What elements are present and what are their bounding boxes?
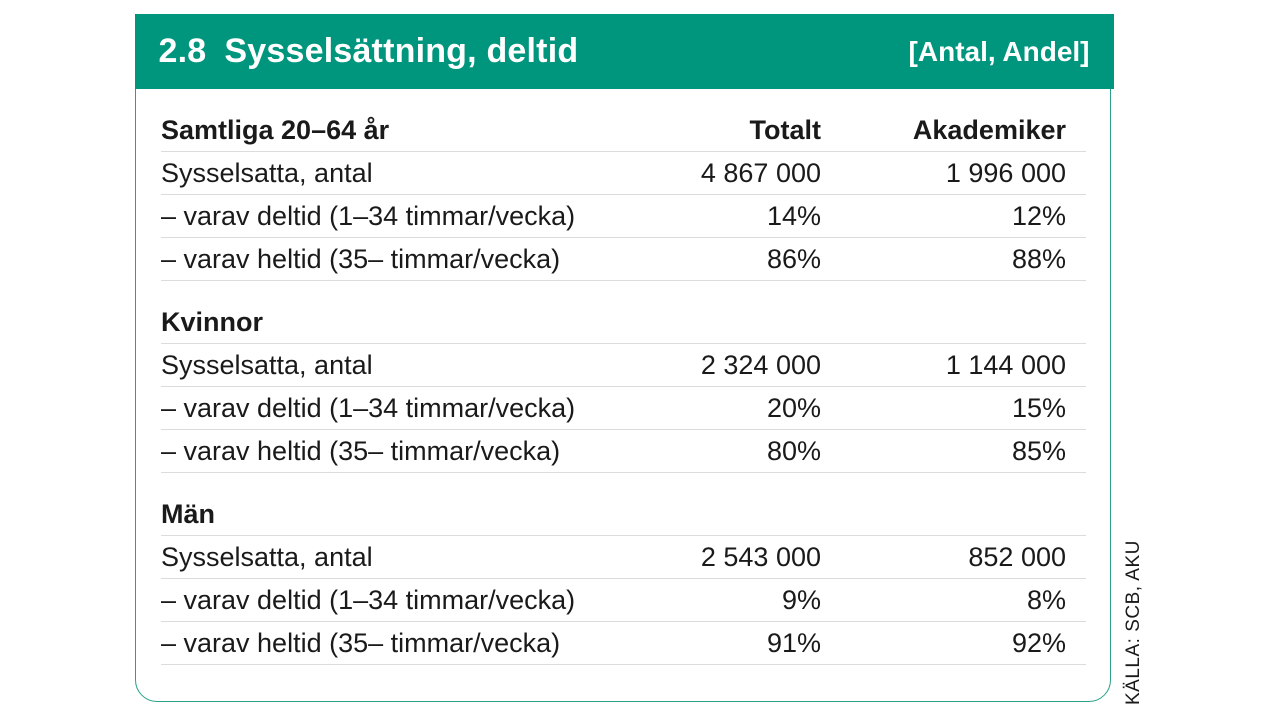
table-row: Sysselsatta, antal 2 324 000 1 144 000 (161, 344, 1086, 387)
row-label: Sysselsatta, antal (161, 157, 373, 188)
cell-akademiker: 1 144 000 (945, 349, 1066, 380)
cell-totalt: 80% (766, 435, 821, 466)
table-card: 2.8 Sysselsättning, deltid [Antal, Andel]… (134, 13, 1114, 702)
cell-totalt: 2 324 000 (700, 349, 821, 380)
row-label: – varav deltid (1–34 timmar/vecka) (161, 584, 576, 615)
row-label: – varav deltid (1–34 timmar/vecka) (161, 200, 576, 231)
column-header-akademiker: Akademiker (912, 114, 1066, 145)
source-note: KÄLLA: SCB, AKU (1123, 540, 1144, 705)
table-row: – varav deltid (1–34 timmar/vecka) 14% 1… (161, 195, 1086, 238)
table-row: – varav deltid (1–34 timmar/vecka) 9% 8% (161, 579, 1086, 622)
table-group-kvinnor: Kvinnor Sysselsatta, antal 2 324 000 1 1… (161, 301, 1086, 473)
table-group-man: Män Sysselsatta, antal 2 543 000 852 000… (161, 493, 1086, 665)
cell-totalt: 14% (766, 200, 821, 231)
row-label: Sysselsatta, antal (161, 541, 373, 572)
group-header-row: Samtliga 20–64 år Totalt Akademiker (161, 109, 1086, 152)
group-header-row: Män (161, 493, 1086, 536)
table-row: Sysselsatta, antal 4 867 000 1 996 000 (161, 152, 1086, 195)
cell-akademiker: 852 000 (968, 541, 1066, 572)
cell-akademiker: 8% (1026, 584, 1066, 615)
cell-akademiker: 85% (1011, 435, 1066, 466)
group-heading: Samtliga 20–64 år (161, 114, 390, 145)
cell-totalt: 20% (766, 392, 821, 423)
cell-akademiker: 88% (1011, 243, 1066, 274)
row-label: – varav deltid (1–34 timmar/vecka) (161, 392, 576, 423)
cell-akademiker: 15% (1011, 392, 1066, 423)
cell-totalt: 86% (766, 243, 821, 274)
table-row: Sysselsatta, antal 2 543 000 852 000 (161, 536, 1086, 579)
cell-totalt: 4 867 000 (700, 157, 821, 188)
table-title: Sysselsättning, deltid (224, 31, 579, 70)
unit-label: [Antal, Andel] (908, 35, 1090, 67)
row-label: Sysselsatta, antal (161, 349, 373, 380)
cell-totalt: 2 543 000 (700, 541, 821, 572)
row-label: – varav heltid (35– timmar/vecka) (161, 435, 561, 466)
data-table: Samtliga 20–64 år Totalt Akademiker Syss… (161, 109, 1086, 685)
card-header: 2.8 Sysselsättning, deltid [Antal, Andel] (134, 13, 1114, 89)
table-group-samtliga: Samtliga 20–64 år Totalt Akademiker Syss… (161, 109, 1086, 281)
table-row: – varav heltid (35– timmar/vecka) 91% 92… (161, 622, 1086, 665)
group-header-row: Kvinnor (161, 301, 1086, 344)
row-label: – varav heltid (35– timmar/vecka) (161, 627, 561, 658)
table-row: – varav heltid (35– timmar/vecka) 80% 85… (161, 430, 1086, 473)
group-heading: Män (161, 498, 215, 529)
group-heading: Kvinnor (161, 306, 264, 337)
table-number: 2.8 (158, 31, 207, 70)
cell-totalt: 9% (781, 584, 821, 615)
cell-totalt: 91% (766, 627, 821, 658)
column-header-totalt: Totalt (749, 114, 821, 145)
table-row: – varav deltid (1–34 timmar/vecka) 20% 1… (161, 387, 1086, 430)
cell-akademiker: 92% (1011, 627, 1066, 658)
cell-akademiker: 1 996 000 (945, 157, 1066, 188)
cell-akademiker: 12% (1011, 200, 1066, 231)
table-row: – varav heltid (35– timmar/vecka) 86% 88… (161, 238, 1086, 281)
row-label: – varav heltid (35– timmar/vecka) (161, 243, 561, 274)
page-title: 2.8 Sysselsättning, deltid (159, 32, 579, 71)
